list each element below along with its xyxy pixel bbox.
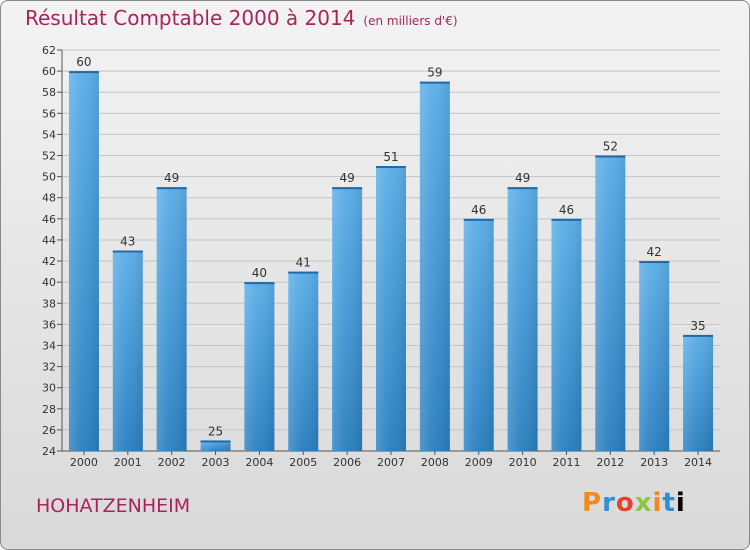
y-tick-label: 38 (42, 297, 56, 310)
x-tick-label: 2005 (289, 456, 317, 469)
data-labels: 60 43 49 25 40 41 49 51 59 46 49 46 52 42 35 (76, 55, 705, 438)
bar-top-edge (112, 250, 143, 253)
bar-top-edge (332, 187, 363, 190)
bar-top-edge (639, 261, 670, 264)
bar-shine (112, 250, 143, 451)
commune-name: HOHATZENHEIM (36, 495, 191, 517)
x-tick-label: 2013 (640, 456, 668, 469)
x-tick-label: 2007 (377, 456, 405, 469)
chart-title: Résultat Comptable 2000 à 2014 (en millie… (25, 6, 458, 30)
data-label: 59 (427, 66, 442, 80)
data-label: 51 (383, 150, 398, 164)
y-tick-label: 34 (42, 339, 56, 352)
data-label: 60 (76, 55, 91, 69)
x-tick-label: 2009 (465, 456, 493, 469)
y-tick-label: 60 (42, 65, 56, 78)
bar-top-edge (419, 81, 450, 84)
bar-top-edge (200, 440, 231, 443)
bar-top-edge (507, 187, 538, 190)
bar-shine (551, 218, 582, 451)
bar-shine (244, 282, 275, 451)
y-tick-label: 44 (42, 234, 56, 247)
data-label: 49 (164, 171, 179, 185)
bar-shine (463, 218, 494, 451)
bar-top-edge (463, 218, 494, 221)
data-label: 25 (208, 424, 223, 438)
bar-top-edge (595, 155, 626, 158)
bar-top-edge (244, 282, 275, 285)
data-label: 49 (515, 171, 530, 185)
chart-title-text: Résultat Comptable 2000 à 2014 (25, 6, 356, 30)
data-label: 46 (471, 203, 486, 217)
data-label: 42 (647, 245, 662, 259)
x-tick-label: 2011 (552, 456, 580, 469)
x-tick-label: 2012 (596, 456, 624, 469)
x-tick-label: 2014 (684, 456, 712, 469)
x-tick-label: 2003 (202, 456, 230, 469)
data-label: 49 (339, 171, 354, 185)
logo-letter: P (582, 488, 603, 518)
x-tick-label: 2010 (509, 456, 537, 469)
y-tick-label: 26 (42, 424, 56, 437)
y-tick-label: 28 (42, 403, 56, 416)
bar-shine (288, 271, 319, 451)
bar-shine (595, 155, 626, 452)
bar-top-edge (376, 166, 406, 169)
y-tick-label: 56 (42, 107, 56, 120)
y-tick-label: 62 (42, 44, 56, 57)
bar-top-edge (68, 71, 99, 74)
y-tick-label: 42 (42, 255, 56, 268)
y-tick-label: 58 (42, 86, 56, 99)
bar-shine (156, 187, 187, 451)
bar-shine (419, 81, 450, 451)
bar-top-edge (156, 187, 187, 190)
bar-shine (507, 187, 538, 451)
bar-shine (376, 166, 406, 451)
logo-letter: x (634, 488, 653, 518)
y-tick-label: 46 (42, 213, 56, 226)
x-tick-label: 2002 (158, 456, 186, 469)
chart-subtitle: (en milliers d'€) (363, 14, 458, 28)
y-tick-label: 54 (42, 128, 56, 141)
logo-letter: i (675, 488, 686, 518)
data-label: 43 (120, 235, 135, 249)
x-tick-label: 2000 (70, 456, 98, 469)
proxiti-logo: Proxiti (582, 488, 686, 518)
x-tick-label: 2006 (333, 456, 361, 469)
data-label: 41 (296, 256, 311, 270)
logo-letter: t (662, 488, 676, 518)
y-tick-label: 48 (42, 192, 56, 205)
bar-top-edge (551, 218, 582, 221)
logo-letter: i (652, 488, 663, 518)
y-tick-label: 36 (42, 318, 56, 331)
bar-shine (200, 440, 231, 451)
x-tick-label: 2008 (421, 456, 449, 469)
logo-letter: r (602, 488, 616, 518)
data-label: 46 (559, 203, 574, 217)
y-tick-label: 24 (42, 445, 56, 458)
data-label: 35 (690, 319, 705, 333)
y-tick-label: 52 (42, 150, 56, 163)
x-tick-label: 2001 (114, 456, 142, 469)
bar-top-edge (288, 271, 319, 274)
data-label: 40 (252, 266, 267, 280)
data-label: 52 (603, 140, 618, 154)
bars (68, 71, 714, 452)
bar-shine (332, 187, 363, 451)
x-tick-label: 2004 (245, 456, 273, 469)
bar-top-edge (683, 334, 714, 337)
logo-letter: o (615, 488, 635, 518)
y-tick-label: 50 (42, 171, 56, 184)
y-tick-label: 30 (42, 382, 56, 395)
y-tick-label: 32 (42, 361, 56, 374)
y-tick-label: 40 (42, 276, 56, 289)
bar-shine (639, 261, 670, 451)
bar-shine (68, 71, 99, 452)
bar-shine (683, 334, 714, 451)
